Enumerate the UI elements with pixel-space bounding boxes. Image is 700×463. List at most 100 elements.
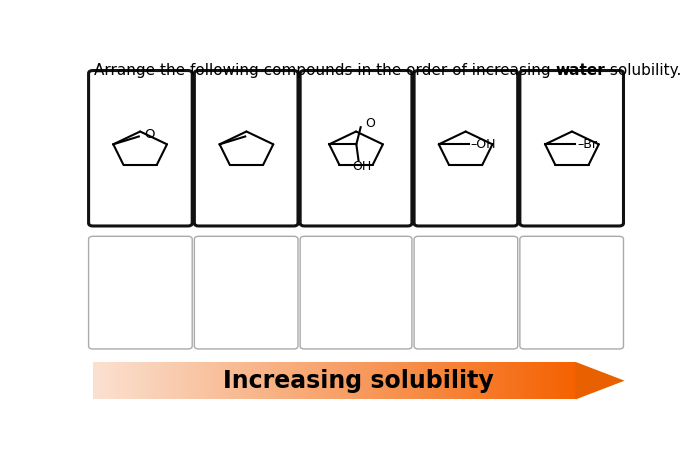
Bar bbox=[440, 362, 442, 400]
Bar bbox=[114, 362, 116, 400]
Bar bbox=[363, 362, 365, 400]
Bar bbox=[302, 362, 304, 400]
Bar bbox=[136, 362, 138, 400]
Bar bbox=[519, 362, 521, 400]
Bar bbox=[412, 362, 413, 400]
Bar bbox=[458, 362, 460, 400]
Bar bbox=[228, 362, 230, 400]
Bar bbox=[222, 362, 223, 400]
Bar bbox=[507, 362, 508, 400]
Bar bbox=[442, 362, 444, 400]
Bar bbox=[344, 362, 346, 400]
Bar bbox=[491, 362, 492, 400]
Bar bbox=[434, 362, 435, 400]
Bar bbox=[104, 362, 106, 400]
Bar bbox=[316, 362, 319, 400]
Bar bbox=[160, 362, 162, 400]
Bar bbox=[236, 362, 238, 400]
Bar bbox=[553, 362, 555, 400]
Text: OH: OH bbox=[352, 160, 371, 173]
Bar bbox=[103, 362, 104, 400]
Bar bbox=[523, 362, 524, 400]
Bar bbox=[249, 362, 251, 400]
Bar bbox=[185, 362, 186, 400]
Bar bbox=[148, 362, 149, 400]
Bar bbox=[482, 362, 484, 400]
Bar bbox=[424, 362, 426, 400]
FancyBboxPatch shape bbox=[300, 236, 412, 349]
Bar bbox=[438, 362, 439, 400]
Bar bbox=[568, 362, 569, 400]
Bar bbox=[384, 362, 386, 400]
Bar bbox=[512, 362, 513, 400]
Bar bbox=[410, 362, 412, 400]
Bar bbox=[109, 362, 111, 400]
Bar bbox=[408, 362, 410, 400]
Bar bbox=[223, 362, 225, 400]
Bar bbox=[135, 362, 136, 400]
Bar bbox=[320, 362, 321, 400]
Bar bbox=[492, 362, 493, 400]
FancyBboxPatch shape bbox=[414, 236, 518, 349]
Bar bbox=[270, 362, 272, 400]
Bar bbox=[365, 362, 367, 400]
Bar bbox=[265, 362, 267, 400]
Bar bbox=[284, 362, 286, 400]
Bar bbox=[204, 362, 206, 400]
Bar bbox=[241, 362, 243, 400]
Bar bbox=[94, 362, 96, 400]
Bar bbox=[529, 362, 531, 400]
Bar bbox=[500, 362, 502, 400]
Text: O: O bbox=[365, 118, 375, 131]
Bar bbox=[127, 362, 128, 400]
Text: O: O bbox=[144, 128, 155, 141]
Bar bbox=[381, 362, 383, 400]
Bar bbox=[139, 362, 141, 400]
Bar bbox=[468, 362, 470, 400]
Bar bbox=[238, 362, 239, 400]
Bar bbox=[505, 362, 507, 400]
Bar bbox=[389, 362, 391, 400]
Bar bbox=[399, 362, 400, 400]
Bar bbox=[112, 362, 114, 400]
Bar bbox=[534, 362, 536, 400]
Bar bbox=[162, 362, 164, 400]
FancyBboxPatch shape bbox=[89, 236, 192, 349]
Bar bbox=[531, 362, 532, 400]
Bar bbox=[227, 362, 228, 400]
Bar bbox=[193, 362, 195, 400]
Bar bbox=[283, 362, 284, 400]
Bar bbox=[116, 362, 117, 400]
Bar bbox=[196, 362, 197, 400]
Bar bbox=[566, 362, 568, 400]
Bar bbox=[138, 362, 139, 400]
Bar bbox=[294, 362, 295, 400]
Bar bbox=[155, 362, 158, 400]
Bar bbox=[325, 362, 326, 400]
Bar bbox=[326, 362, 328, 400]
Bar bbox=[487, 362, 489, 400]
Bar bbox=[99, 362, 101, 400]
Bar bbox=[178, 362, 180, 400]
Bar bbox=[220, 362, 222, 400]
Bar bbox=[122, 362, 123, 400]
Bar bbox=[372, 362, 373, 400]
Bar bbox=[376, 362, 378, 400]
FancyBboxPatch shape bbox=[520, 236, 624, 349]
Bar bbox=[234, 362, 236, 400]
Bar bbox=[465, 362, 466, 400]
Bar bbox=[251, 362, 252, 400]
Bar bbox=[370, 362, 372, 400]
Bar bbox=[494, 362, 496, 400]
Bar bbox=[175, 362, 176, 400]
Bar bbox=[433, 362, 434, 400]
Bar bbox=[195, 362, 196, 400]
Bar bbox=[528, 362, 529, 400]
Bar bbox=[128, 362, 130, 400]
Bar bbox=[341, 362, 342, 400]
Bar bbox=[336, 362, 337, 400]
Bar bbox=[181, 362, 183, 400]
Bar bbox=[151, 362, 153, 400]
Bar bbox=[298, 362, 299, 400]
Bar bbox=[206, 362, 207, 400]
